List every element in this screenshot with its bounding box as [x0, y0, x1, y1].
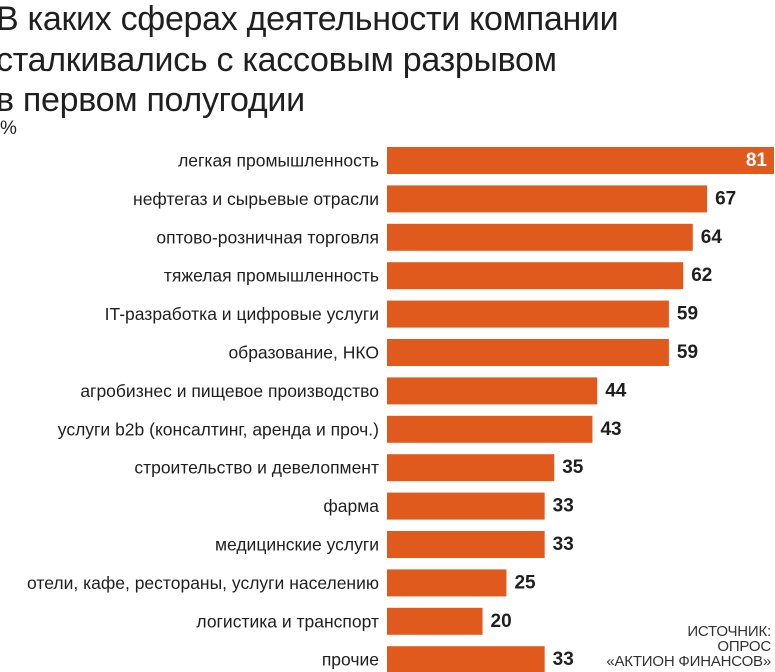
value-label: 81: [746, 150, 768, 171]
value-label: 62: [691, 265, 712, 286]
bar: [387, 492, 545, 520]
category-label: отели, кафе, рестораны, услуги населению: [27, 573, 379, 593]
bar: [387, 339, 669, 366]
category-label: образование, НКО: [228, 343, 379, 363]
bar: [387, 377, 598, 405]
value-label: 67: [715, 188, 736, 209]
source-line: «АКТИОН ФИНАНСОВ»: [606, 653, 771, 670]
value-label: 43: [600, 419, 621, 440]
bar: [387, 531, 545, 558]
category-label: легкая промышленность: [178, 151, 379, 171]
source-note: ИСТОЧНИК: ОПРОС «АКТИОН ФИНАНСОВ»: [606, 624, 771, 669]
bar: [387, 454, 555, 482]
category-label: агробизнес и пищевое производство: [80, 381, 379, 401]
value-label: 33: [553, 534, 574, 555]
bar: [387, 262, 684, 290]
chart-title-line-3: в первом полугодии: [0, 81, 305, 119]
value-label: 59: [677, 304, 698, 325]
category-label: услуги b2b (консалтинг, аренда и проч.): [58, 419, 379, 439]
value-label: 59: [677, 342, 698, 363]
category-label: нефтегаз и сырьевые отрасли: [133, 189, 379, 209]
chart-title-line-2: сталкивались с кассовым разрывом: [0, 41, 557, 79]
bar: [387, 223, 693, 251]
value-label: 25: [514, 572, 536, 593]
chart-title-line-1: В каких сферах деятельности компании: [0, 0, 619, 38]
value-label: 33: [553, 496, 574, 517]
value-label: 44: [605, 380, 627, 401]
bar: [387, 415, 593, 443]
bar: [387, 646, 545, 672]
bar: [387, 300, 669, 328]
value-label: 33: [553, 649, 574, 670]
category-label: тяжелая промышленность: [164, 266, 379, 286]
value-label: 20: [491, 611, 512, 632]
value-label: 64: [701, 227, 723, 248]
bar: [387, 569, 507, 597]
category-label: фарма: [323, 496, 379, 516]
category-label: строительство и девелопмент: [134, 458, 379, 478]
bar: [387, 607, 483, 635]
category-label: IT-разработка и цифровые услуги: [105, 304, 379, 324]
value-label: 35: [562, 457, 584, 478]
category-label: медицинские услуги: [215, 535, 379, 555]
bar: [387, 147, 774, 174]
category-label: прочие: [322, 650, 379, 670]
bar: [387, 185, 708, 213]
source-line: ОПРОС: [717, 638, 771, 655]
category-label: логистика и транспорт: [196, 611, 379, 631]
unit-label: %: [0, 118, 17, 139]
category-label: оптово-розничная торговля: [156, 227, 379, 247]
source-line: ИСТОЧНИК:: [687, 623, 771, 640]
